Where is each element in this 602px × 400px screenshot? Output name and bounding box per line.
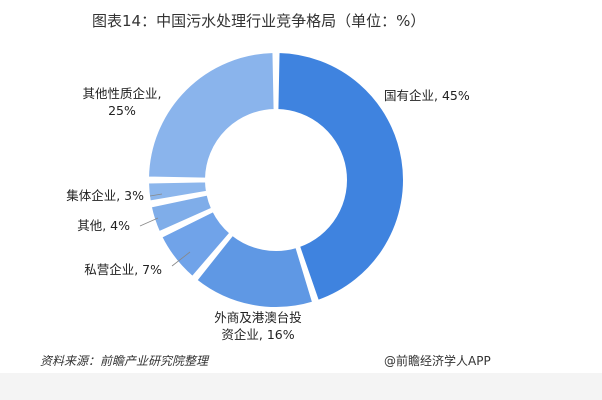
leader-line-2 [171, 251, 191, 267]
footer-band [0, 373, 602, 400]
brand-credit: @前瞻经济学人APP [384, 354, 491, 368]
slice-0 [276, 51, 405, 303]
slice-1 [194, 233, 315, 309]
slice-label-2-line-0: 私营企业, 7% [84, 262, 162, 277]
slice-4 [147, 180, 209, 203]
slice-label-0-line-0: 国有企业, 45% [384, 88, 470, 103]
slice-5 [147, 51, 276, 180]
footer-strip [0, 373, 602, 400]
slice-label-1-line-1: 资企业, 16% [221, 327, 294, 342]
chart-title: 图表14：中国污水处理行业竞争格局（单位：%） [92, 12, 426, 30]
leader-line-4 [149, 193, 163, 197]
source-note: 资料来源：前瞻产业研究院整理 [40, 354, 209, 368]
leader-line-3 [139, 217, 159, 227]
slice-label-5-line-1: 25% [108, 103, 136, 118]
slice-label-3-line-0: 其他, 4% [77, 218, 130, 233]
leader-lines-group [139, 193, 191, 267]
slice-label-4-line-0: 集体企业, 3% [66, 188, 144, 203]
slice-label-5-line-0: 其他性质企业, [83, 86, 162, 101]
slice-3 [149, 193, 214, 234]
slices-group [147, 51, 405, 309]
slice-label-1-line-0: 外商及港澳台投 [214, 310, 302, 325]
